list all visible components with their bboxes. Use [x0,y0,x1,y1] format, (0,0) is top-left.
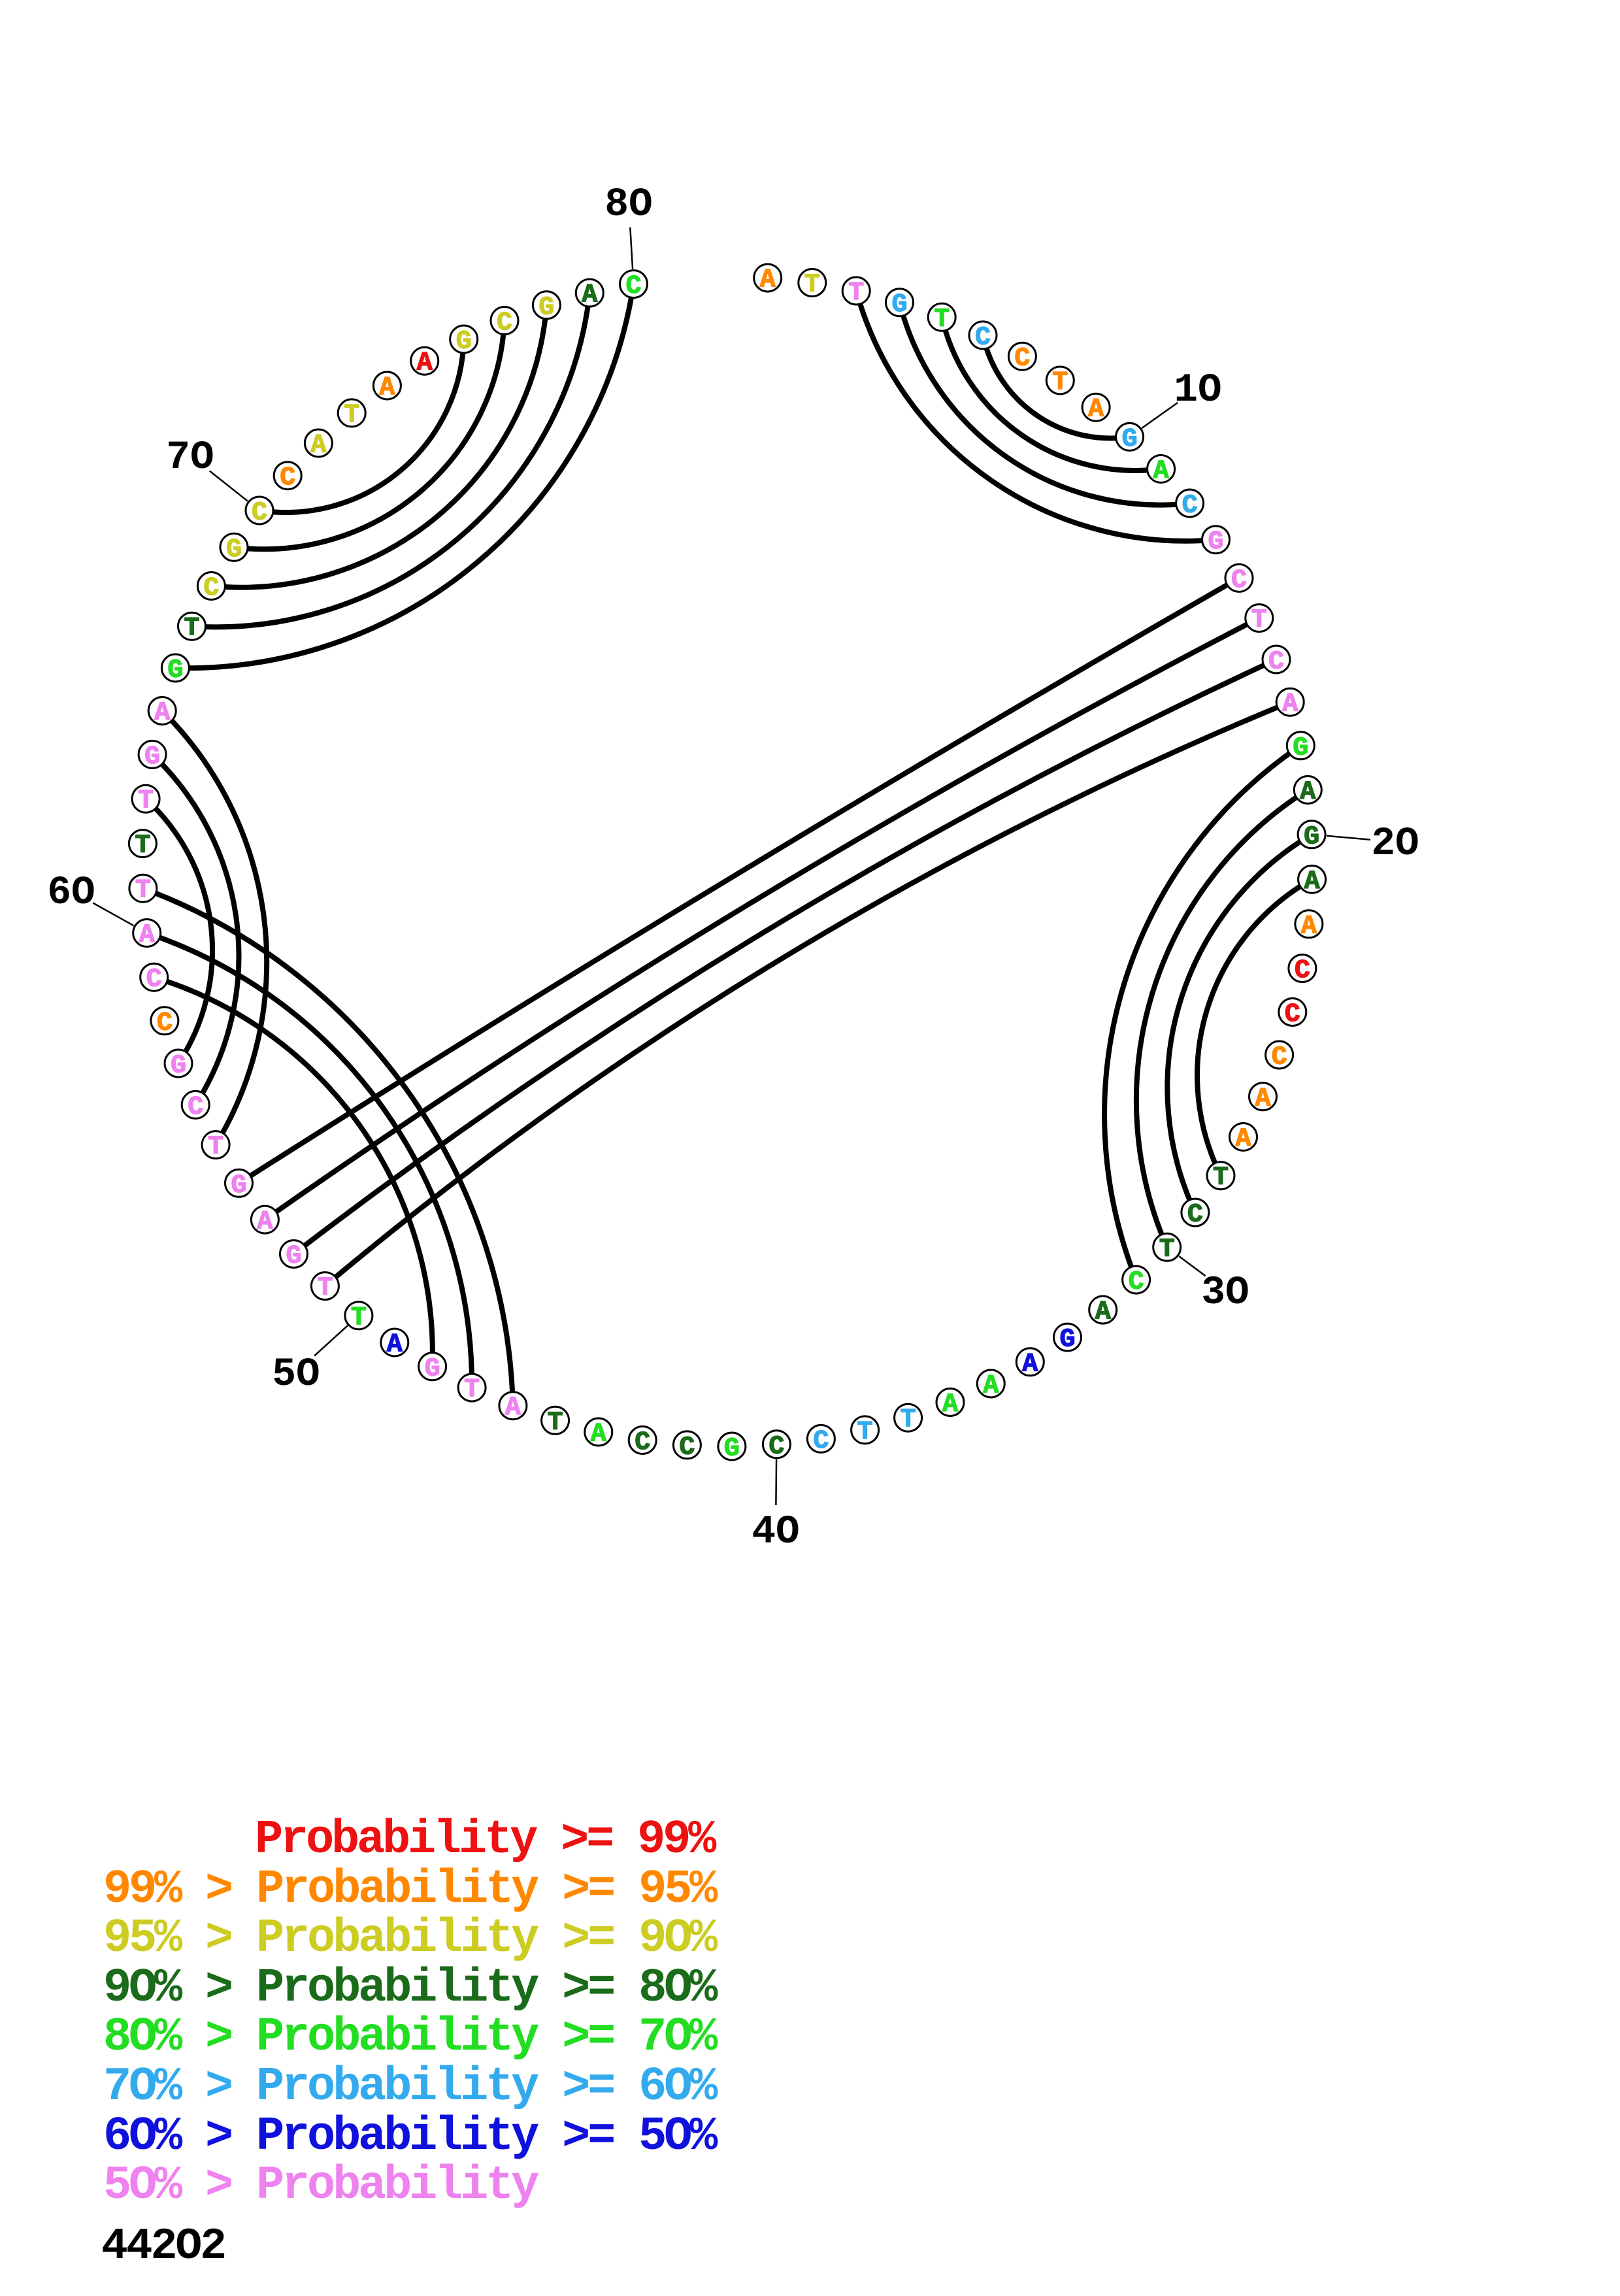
svg-text:A: A [1300,778,1315,807]
svg-text:C: C [497,308,512,338]
svg-text:G: G [538,293,554,322]
svg-text:T: T [135,831,150,861]
svg-text:5O: 5O [272,1352,320,1397]
svg-text:C: C [1285,1000,1300,1029]
svg-text:A: A [1095,1298,1111,1327]
svg-text:G: G [286,1242,301,1271]
svg-text:G: G [724,1435,740,1464]
svg-text:9O% > Probability >= 8O%: 9O% > Probability >= 8O% [103,1961,718,2015]
svg-text:A: A [1255,1084,1270,1114]
svg-text:A: A [591,1420,606,1450]
svg-text:C: C [280,463,295,493]
svg-text:95% > Probability >= 9O%: 95% > Probability >= 9O% [103,1912,718,1965]
svg-text:A: A [1088,395,1104,425]
svg-text:T: T [1052,369,1068,398]
svg-text:A: A [582,281,597,310]
svg-text:G: G [226,535,242,565]
svg-text:G: G [1122,425,1138,454]
svg-text:442O2: 442O2 [101,2221,225,2272]
svg-text:4O: 4O [752,1510,799,1555]
svg-text:T: T [1251,606,1267,635]
svg-text:T: T [208,1133,223,1162]
svg-text:G: G [1208,527,1223,557]
svg-text:C: C [203,574,219,603]
svg-text:C: C [1182,491,1198,521]
svg-text:T: T [138,787,154,816]
svg-text:C: C [1231,566,1247,595]
svg-text:G: G [144,742,160,772]
svg-text:A: A [417,349,433,378]
svg-text:G: G [167,656,183,686]
svg-text:99% > Probability >= 95%: 99% > Probability >= 95% [103,1863,718,1916]
svg-text:T: T [351,1303,367,1333]
svg-text:C: C [252,499,267,528]
svg-text:T: T [901,1406,916,1435]
svg-text:T: T [344,401,359,430]
svg-text:A: A [257,1208,273,1237]
svg-text:A: A [1301,912,1317,941]
svg-text:C: C [146,965,162,995]
svg-text:C: C [769,1432,784,1461]
svg-text:C: C [1187,1201,1203,1230]
svg-text:A: A [1282,690,1298,720]
svg-text:T: T [1213,1163,1229,1193]
svg-text:A: A [760,266,776,295]
svg-text:8O% > Probability >= 7O%: 8O% > Probability >= 7O% [103,2010,718,2064]
svg-text:7O: 7O [166,435,214,480]
svg-text:T: T [1159,1235,1175,1265]
svg-text:C: C [813,1427,829,1456]
svg-text:T: T [934,305,950,335]
svg-text:T: T [804,271,820,300]
svg-text:G: G [1304,822,1319,852]
svg-text:2O: 2O [1371,822,1419,867]
svg-text:A: A [983,1372,999,1401]
svg-text:G: G [425,1354,440,1384]
svg-text:C: C [1295,956,1310,986]
svg-text:A: A [942,1390,958,1420]
svg-text:T: T [548,1408,563,1438]
svg-text:T: T [135,876,151,906]
svg-text:A: A [379,374,395,403]
svg-text:T: T [848,279,864,308]
svg-text:A: A [505,1393,521,1423]
svg-text:G: G [456,327,472,357]
svg-text:A: A [1304,867,1320,897]
svg-text:G: G [231,1171,246,1201]
svg-text:C: C [679,1433,695,1462]
svg-text:A: A [1022,1350,1038,1379]
svg-text:A: A [1153,457,1169,486]
svg-text:C: C [975,323,991,352]
svg-text:T: T [184,614,199,644]
svg-text:A: A [1235,1125,1251,1154]
svg-text:A: A [154,699,170,728]
svg-text:T: T [857,1418,873,1447]
svg-text:C: C [1272,1043,1287,1073]
svg-text:3O: 3O [1201,1271,1249,1316]
svg-text:G: G [1293,733,1308,763]
svg-text:C: C [157,1008,173,1038]
svg-text:C: C [625,272,641,301]
svg-text:G: G [891,290,907,320]
svg-text:6O% > Probability >= 5O%: 6O% > Probability >= 5O% [103,2110,718,2163]
svg-text:C: C [1129,1268,1144,1297]
svg-text:C: C [635,1428,650,1457]
svg-text:C: C [188,1093,203,1122]
svg-text:5O% > Probability: 5O% > Probability [103,2159,538,2212]
svg-text:1O: 1O [1174,368,1221,413]
svg-text:T: T [464,1376,480,1405]
svg-text:7O% > Probability >= 6O%: 7O% > Probability >= 6O% [103,2060,718,2114]
svg-text:G: G [1059,1325,1075,1355]
svg-text:A: A [387,1331,403,1360]
svg-text:C: C [1268,648,1284,677]
svg-text:G: G [171,1052,186,1081]
svg-text:T: T [317,1274,333,1303]
svg-text:A: A [310,431,326,461]
svg-text:8O: 8O [604,182,652,227]
svg-text:Probability >= 99%: Probability >= 99% [255,1813,717,1867]
svg-text:C: C [1014,344,1030,374]
svg-text:A: A [139,921,155,950]
svg-text:6O: 6O [47,871,95,916]
